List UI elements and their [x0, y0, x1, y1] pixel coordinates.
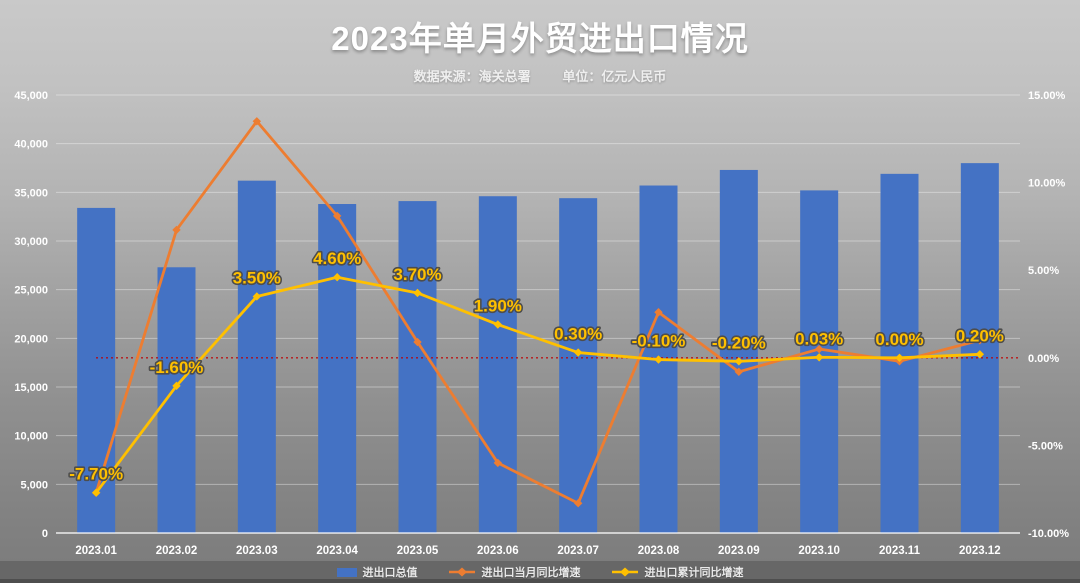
legend-item-cumulative-yoy: 进出口累计同比增速 — [611, 564, 744, 580]
left-axis-tick: 35,000 — [14, 187, 48, 199]
data-label-2023.05: 3.70% — [393, 265, 441, 284]
monthly-yoy-line-marker — [814, 344, 824, 354]
data-source-label: 数据来源：海关总署 — [413, 69, 531, 84]
data-label-2023.06: 1.90% — [474, 297, 522, 316]
legend-label-cumulative-yoy: 进出口累计同比增速 — [644, 567, 744, 579]
left-axis-tick: 25,000 — [14, 285, 48, 297]
chart-legend: 进出口总值 进出口当月同比增速 进出口累计同比增速 — [0, 563, 1080, 581]
left-axis-tick: 5,000 — [20, 479, 48, 491]
right-axis-tick: 15.00% — [1028, 90, 1066, 102]
data-label-2023.01: -7.70% — [69, 465, 123, 484]
x-axis-label-2023.05: 2023.05 — [397, 545, 439, 557]
cumulative-yoy-line — [95, 275, 980, 494]
x-axis-label-2023.03: 2023.03 — [236, 545, 278, 557]
right-axis-tick: 10.00% — [1028, 178, 1066, 190]
cumulative-yoy-line-marker — [332, 273, 342, 282]
monthly-yoy-line-marker — [493, 458, 503, 468]
bar-2023.03 — [237, 180, 276, 534]
x-axis-label-2023.04: 2023.04 — [316, 545, 358, 557]
left-axis-tick: 10,000 — [14, 431, 48, 443]
cumulative-yoy-line-marker — [413, 288, 422, 298]
x-axis-label-2023.09: 2023.09 — [718, 545, 760, 557]
legend-label-total-value: 进出口总值 — [362, 567, 418, 579]
cumulative-yoy-line-marker — [654, 355, 663, 364]
data-label-2023.12: 0.20% — [956, 326, 1004, 345]
monthly-yoy-line-marker — [332, 211, 342, 221]
legend-label-monthly-yoy: 进出口当月同比增速 — [481, 567, 581, 579]
data-label-2023.03: 3.50% — [233, 268, 281, 287]
bar-2023.09 — [719, 169, 758, 534]
data-label-2023.11: 0.00% — [875, 330, 923, 349]
data-label-2023.04: 4.60% — [313, 249, 361, 268]
cumulative-yoy-line-marker — [252, 292, 262, 301]
bar-2023.02 — [157, 267, 196, 533]
bar-2023.04 — [318, 204, 357, 533]
x-axis-label-2023.07: 2023.07 — [557, 545, 599, 557]
cumulative-yoy-line-marker — [573, 348, 583, 357]
right-axis-tick: 5.00% — [1028, 265, 1059, 277]
monthly-yoy-line-marker — [413, 337, 422, 347]
cumulative-yoy-line-marker — [91, 488, 101, 497]
legend-bar-swatch — [336, 567, 357, 577]
bar-2023.11 — [880, 173, 919, 533]
bar-2023.05 — [398, 201, 437, 534]
chart-subtitle: 数据来源：海关总署 单位：亿元人民币 — [0, 66, 1080, 85]
monthly-yoy-line-marker — [252, 117, 262, 126]
monthly-yoy-line — [94, 119, 981, 505]
legend-item-monthly-yoy: 进出口当月同比增速 — [448, 564, 581, 580]
data-label-2023.02: -1.60% — [150, 358, 204, 377]
left-axis-tick: 15,000 — [14, 382, 48, 394]
right-axis-tick: 0.00% — [1028, 353, 1059, 365]
cumulative-yoy-line-marker — [975, 350, 985, 359]
x-axis-label-2023.02: 2023.02 — [156, 545, 198, 557]
left-axis-tick: 30,000 — [14, 236, 48, 248]
cumulative-yoy-line-marker — [172, 381, 181, 391]
data-label-2023.10: 0.03% — [795, 329, 843, 348]
x-axis-label-2023.06: 2023.06 — [477, 545, 519, 557]
x-axis-label-2023.12: 2023.12 — [959, 545, 1001, 557]
data-label-2023.09: -0.20% — [712, 333, 766, 352]
left-axis-tick: 45,000 — [14, 90, 48, 102]
data-label-2023.08: -0.10% — [632, 332, 686, 351]
right-axis-tick: -10.00% — [1028, 528, 1069, 540]
x-axis-label-2023.08: 2023.08 — [638, 545, 680, 557]
bar-2023.06 — [478, 196, 517, 533]
bar-2023.12 — [960, 163, 999, 533]
chart-title: 2023年单月外贸进出口情况 — [331, 20, 749, 57]
x-axis-label-2023.10: 2023.10 — [798, 545, 840, 557]
cumulative-yoy-line-marker — [493, 320, 503, 329]
monthly-yoy-line-marker — [734, 367, 744, 377]
cumulative-yoy-line-marker — [734, 357, 744, 366]
monthly-yoy-line-marker — [172, 225, 181, 235]
left-axis-tick: 20,000 — [14, 333, 48, 345]
monthly-yoy-line-marker — [654, 308, 663, 317]
monthly-yoy-line-marker — [573, 499, 583, 508]
cumulative-yoy-line-marker — [895, 353, 904, 362]
legend-item-total-value: 进出口总值 — [336, 564, 418, 580]
left-axis-tick: 0 — [42, 528, 48, 540]
right-axis-tick: -5.00% — [1028, 440, 1063, 452]
footer-band — [0, 561, 1080, 583]
unit-label: 单位：亿元人民币 — [562, 69, 667, 84]
bar-2023.10 — [800, 190, 839, 534]
monthly-yoy-line-marker — [975, 336, 985, 345]
legend-cumulative-yoy-marker — [611, 567, 638, 577]
legend-monthly-yoy-marker — [448, 567, 475, 577]
x-axis-label-2023.11: 2023.11 — [879, 545, 921, 557]
cumulative-yoy-line-marker — [814, 353, 824, 362]
bar-2023.07 — [559, 198, 598, 533]
left-axis-tick: 40,000 — [14, 139, 48, 151]
data-label-2023.07: 0.30% — [554, 325, 602, 344]
x-axis-label-2023.01: 2023.01 — [75, 545, 117, 557]
bar-2023.01 — [77, 207, 116, 533]
